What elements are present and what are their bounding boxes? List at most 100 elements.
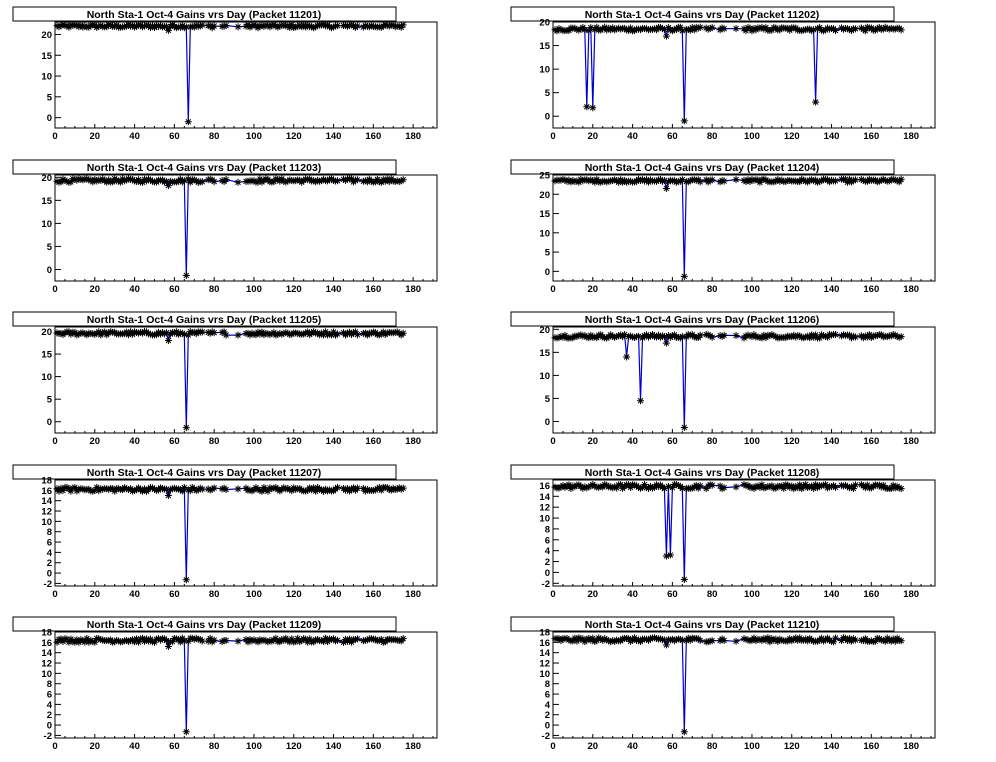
data-point-marker [123,636,131,644]
x-tick-label: 80 [209,436,220,447]
data-point-marker [579,177,587,185]
data-point-marker [328,635,336,643]
data-point-marker [395,178,403,186]
data-point-marker [692,481,700,489]
data-point-marker [206,634,214,642]
y-tick-label: 2 [545,557,550,568]
x-tick-label: 20 [90,436,101,447]
data-point-marker [643,484,651,492]
x-tick-label: 20 [588,436,599,447]
data-point-marker [732,176,740,184]
data-point-marker [746,637,754,645]
data-point-marker [569,176,577,184]
data-point-marker [208,328,216,336]
data-point-marker [571,634,579,642]
data-point-marker [808,176,816,184]
data-point-marker [53,22,61,30]
data-point-marker [326,330,334,338]
y-tick-label: 10 [41,219,52,230]
chart-title: North Sta-1 Oct-4 Gains vrs Day (Packet … [585,162,820,174]
data-point-marker [310,177,318,185]
data-point-marker [861,332,869,340]
data-point-marker [861,27,869,35]
data-point-marker [849,332,857,340]
data-point-marker [887,485,895,493]
data-point-marker [788,482,796,490]
y-tick-label: 25 [539,171,550,182]
data-point-marker [758,481,766,489]
data-point-marker [820,27,828,35]
data-point-marker [746,24,754,32]
data-point-marker [391,178,399,186]
data-point-marker [284,484,292,492]
data-point-marker [754,333,762,341]
data-point-marker [599,333,607,341]
chart-panel-10: North Sta-1 Oct-4 Gains vrs Day (Packet … [510,616,936,752]
data-point-marker [210,22,218,30]
x-tick-label: 140 [326,436,342,447]
data-point-marker [810,177,818,185]
data-point-marker [613,636,621,644]
data-point-marker [818,331,826,339]
data-point-marker [160,330,168,338]
y-tick-label: 2 [47,558,52,569]
data-point-marker [569,482,577,490]
data-point-marker [575,178,583,186]
data-point-marker [646,176,654,184]
data-point-marker [77,636,85,644]
plot-frame [54,326,438,434]
y-tick-label: 5 [47,92,53,103]
y-tick-label: 5 [545,394,551,405]
data-point-marker [182,23,190,31]
chart-panel-2: North Sta-1 Oct-4 Gains vrs Day (Packet … [510,6,936,142]
data-point-marker [150,485,158,493]
data-point-marker [623,178,631,186]
data-point-marker [897,333,905,341]
data-point-marker [666,551,674,559]
data-point-marker [611,333,619,341]
data-point-marker [310,484,318,492]
data-point-marker [637,397,645,405]
data-point-marker [172,24,180,32]
data-point-marker [248,637,256,645]
data-point-marker [278,22,286,30]
y-tick-label: 14 [41,496,52,507]
y-tick-label: 0 [47,417,52,428]
x-tick-label: 80 [209,589,220,600]
y-tick-label: -2 [44,731,52,742]
data-point-marker [168,638,176,646]
data-point-marker [176,175,184,183]
data-point-marker [393,177,401,185]
y-tick-label: 15 [41,51,52,62]
data-point-marker [672,481,680,489]
data-point-marker [306,635,314,643]
x-tick-label: 80 [707,436,718,447]
x-tick-label: 120 [286,131,302,142]
data-point-marker [812,481,820,489]
data-point-marker [99,485,107,493]
data-point-marker [816,177,824,185]
data-point-marker [810,26,818,34]
data-point-marker [294,329,302,337]
data-point-marker [332,331,340,339]
data-point-marker [881,23,889,31]
x-tick-label: 140 [824,131,840,142]
y-tick-label: 14 [539,648,550,659]
data-point-marker [186,487,194,495]
data-point-marker [125,331,133,339]
data-point-marker [196,22,204,30]
data-point-marker [740,481,748,489]
data-point-marker [637,26,645,34]
x-tick-label: 180 [903,284,919,295]
data-point-marker [280,177,288,185]
series-line [56,176,404,276]
data-point-marker [837,481,845,489]
x-tick-label: 20 [588,589,599,600]
data-point-marker [288,330,296,338]
data-point-marker [637,484,645,492]
data-point-marker [284,637,292,645]
data-point-marker [627,332,635,340]
data-point-marker [266,331,274,339]
data-point-marker [631,178,639,186]
x-tick-label: 60 [667,284,678,295]
